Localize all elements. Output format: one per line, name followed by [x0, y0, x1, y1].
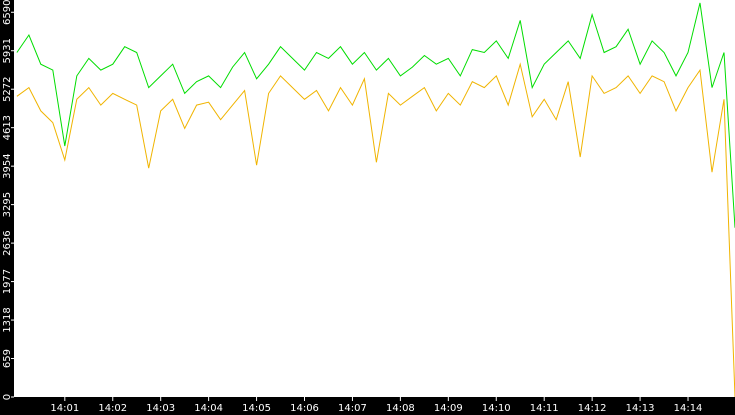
y-tick-label: 5272	[2, 76, 13, 101]
y-tick-label: 659	[2, 349, 13, 368]
x-tick-label: 14:08	[386, 403, 415, 414]
x-tick-label: 14:14	[674, 403, 703, 414]
series-line	[16, 2, 735, 228]
x-tick-label: 14:09	[434, 403, 463, 414]
x-tick-label: 14:06	[290, 403, 319, 414]
x-tick-label: 14:07	[338, 403, 367, 414]
x-axis-band	[0, 397, 735, 415]
y-tick-label: 1977	[2, 269, 13, 294]
x-tick-label: 14:04	[194, 403, 223, 414]
y-axis-band	[0, 0, 14, 415]
x-tick-label: 14:12	[578, 403, 607, 414]
y-tick-label: 4613	[2, 115, 13, 140]
x-tick-label: 14:02	[98, 403, 127, 414]
y-tick-label: 3954	[2, 153, 13, 178]
x-tick-label: 14:03	[146, 403, 175, 414]
y-tick-label: 3295	[2, 192, 13, 217]
y-tick-label: 1318	[2, 307, 13, 332]
y-tick-label: 0	[2, 394, 13, 400]
series-line	[16, 62, 735, 398]
x-tick-label: 14:11	[530, 403, 559, 414]
y-tick-label: 2636	[2, 230, 13, 255]
x-tick-label: 14:10	[482, 403, 511, 414]
y-tick-label: 6590	[2, 0, 13, 25]
x-tick-label: 14:01	[50, 403, 79, 414]
x-tick-label: 14:13	[626, 403, 655, 414]
y-tick-label: 5931	[2, 38, 13, 63]
x-tick-label: 14:05	[242, 403, 271, 414]
